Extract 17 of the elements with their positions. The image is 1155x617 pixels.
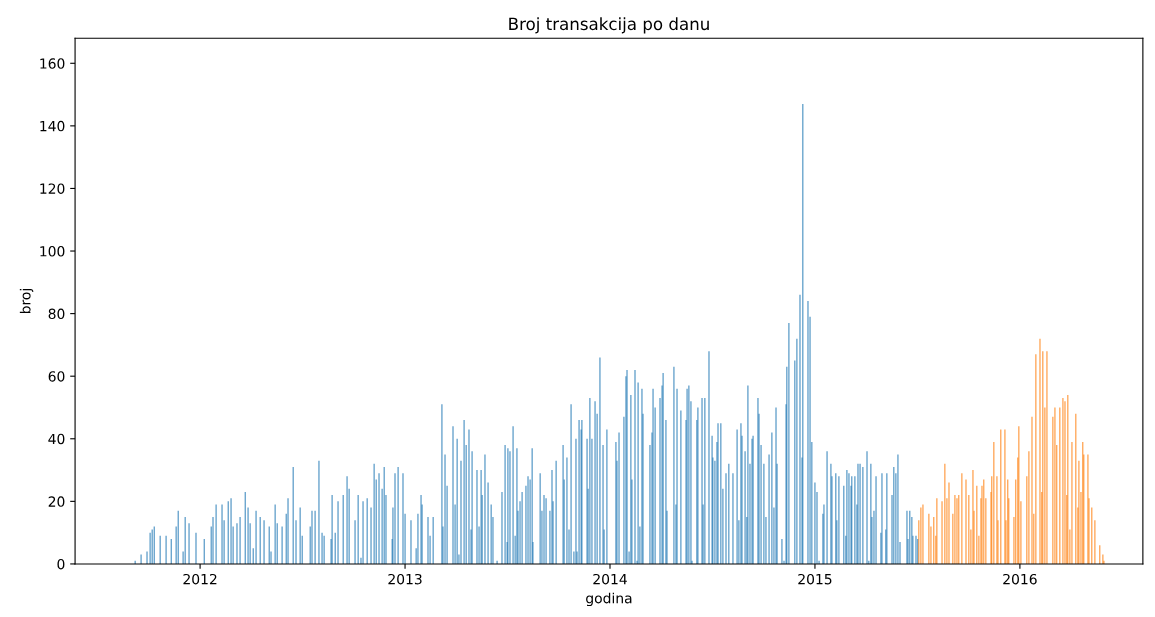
y-tick-label: 40 — [48, 433, 65, 445]
y-tick-label: 140 — [40, 120, 65, 132]
y-tick-label: 60 — [48, 371, 65, 382]
y-tick-label: 0 — [57, 558, 65, 570]
x-axis-title: godina — [586, 592, 632, 607]
chart-title: Broj transakcija po danu — [509, 17, 709, 34]
x-tick-label: 2015 — [798, 573, 832, 585]
y-tick-label: 20 — [48, 496, 65, 507]
y-axis-title: broj — [19, 289, 34, 314]
y-tick-label: 120 — [40, 183, 65, 194]
x-tick-label: 2013 — [388, 573, 422, 585]
x-tick-label: 2014 — [593, 573, 627, 585]
y-tick-label: 160 — [40, 58, 65, 69]
x-tick-label: 2012 — [183, 573, 217, 585]
x-tick-label: 2016 — [1003, 573, 1037, 585]
y-tick-label: 80 — [48, 308, 65, 320]
y-tick-label: 100 — [40, 246, 65, 257]
